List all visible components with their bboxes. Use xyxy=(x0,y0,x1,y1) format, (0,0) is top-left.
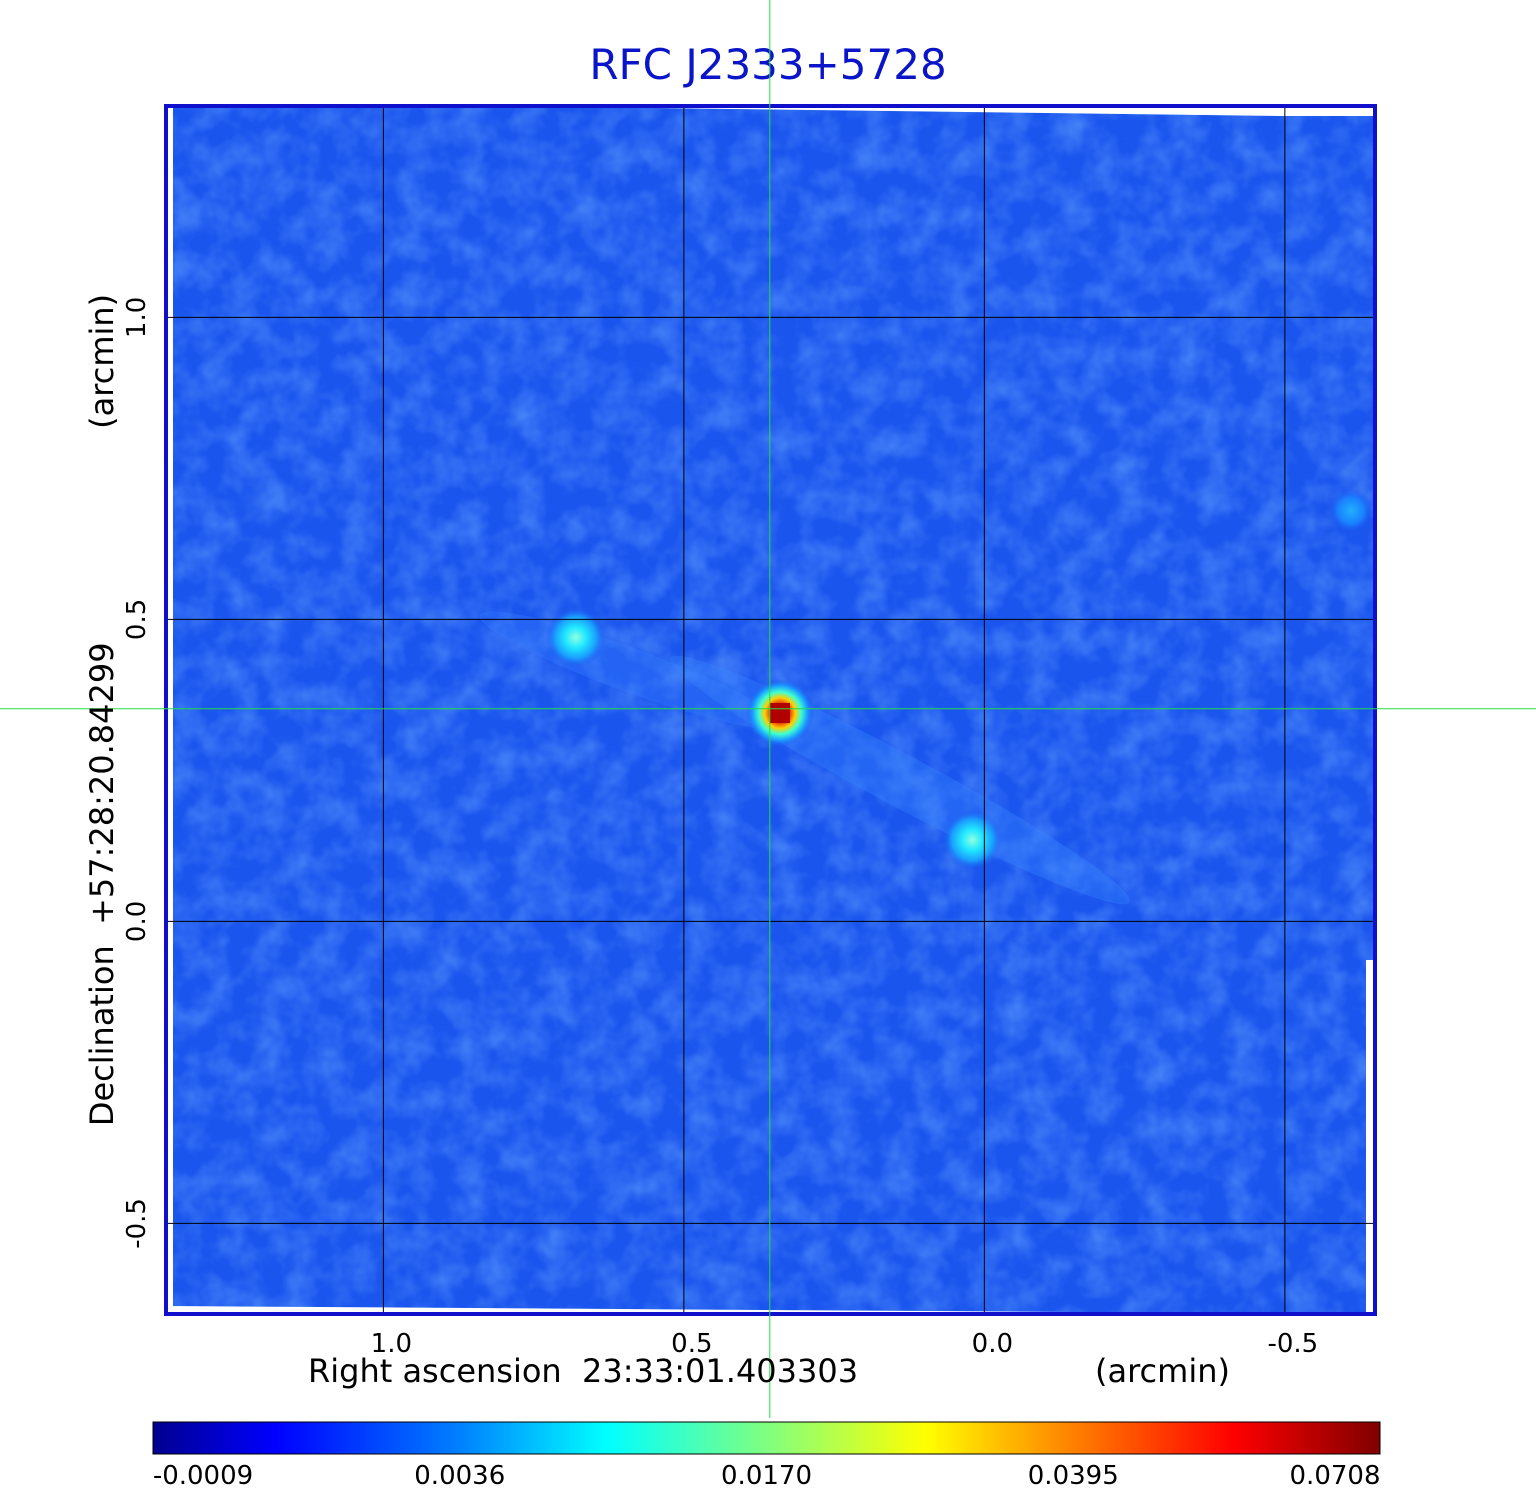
colorbar-tick-label: 0.0708 xyxy=(1289,1461,1381,1491)
y-tick-label: 1.0 xyxy=(122,297,152,338)
x-axis-ticks: 1.0 0.5 0.0 -0.5 xyxy=(371,1329,1319,1359)
colorbar-gradient xyxy=(152,1421,1381,1455)
source-peak-core xyxy=(770,703,791,724)
y-tick-label: 0.5 xyxy=(122,599,152,640)
y-axis-unit: (arcmin) xyxy=(83,293,121,429)
x-tick-label: 1.0 xyxy=(371,1329,412,1359)
x-tick-label: 0.0 xyxy=(972,1329,1013,1359)
colorbar xyxy=(152,1421,1381,1455)
sources-layer xyxy=(545,488,1373,870)
source-3 xyxy=(942,809,1003,870)
x-axis-label: Right ascension 23:33:01.403303 xyxy=(308,1352,859,1390)
x-tick-label: -0.5 xyxy=(1267,1329,1318,1359)
colorbar-tick-label: 0.0036 xyxy=(414,1461,506,1491)
x-tick-label: 0.5 xyxy=(671,1329,712,1359)
y-axis-label-text: Declination +57:28:20.84299 xyxy=(83,642,121,1127)
colorbar-tick-label: 0.0395 xyxy=(1027,1461,1119,1491)
x-axis-unit: (arcmin) xyxy=(1095,1352,1230,1390)
y-tick-label: 0.0 xyxy=(122,901,152,942)
source-2 xyxy=(545,607,606,668)
colorbar-tick-label: -0.0009 xyxy=(152,1461,254,1491)
y-tick-label: -0.5 xyxy=(122,1198,152,1249)
y-axis-label: Declination +57:28:20.84299 (arcmin) xyxy=(83,294,121,1126)
crosshair xyxy=(0,0,1536,1418)
y-axis-ticks: 1.0 0.5 0.0 -0.5 xyxy=(122,297,152,1249)
colorbar-tick-label: 0.0170 xyxy=(721,1461,812,1491)
chart-title: RFC J2333+5728 xyxy=(589,40,947,89)
source-4 xyxy=(1328,488,1373,533)
plot-frame xyxy=(164,104,1377,1316)
grid-lines xyxy=(167,106,1375,1314)
